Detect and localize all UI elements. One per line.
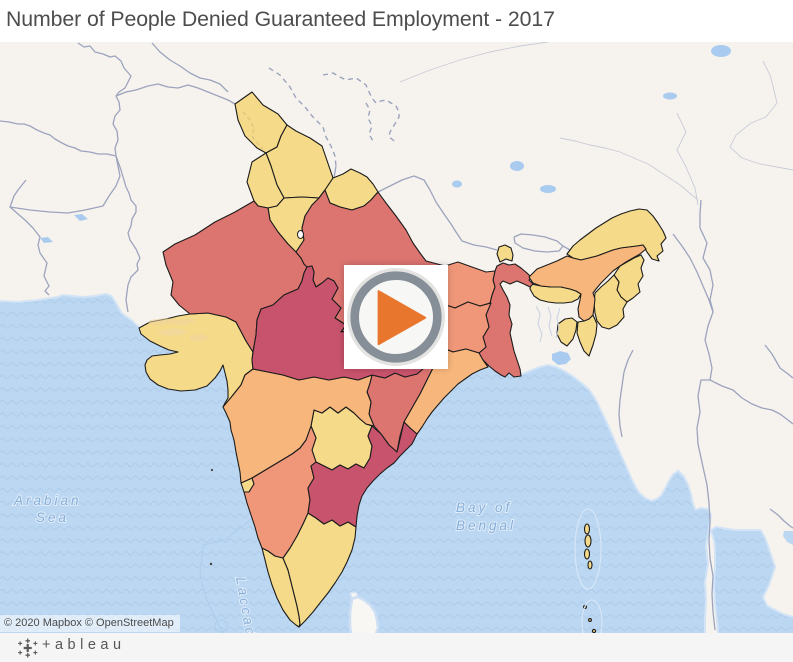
svg-text:Sea: Sea	[36, 510, 69, 525]
svg-text:Bay of: Bay of	[456, 500, 512, 515]
svg-text:Bengal: Bengal	[456, 518, 516, 533]
svg-text:Arabian: Arabian	[13, 493, 82, 508]
